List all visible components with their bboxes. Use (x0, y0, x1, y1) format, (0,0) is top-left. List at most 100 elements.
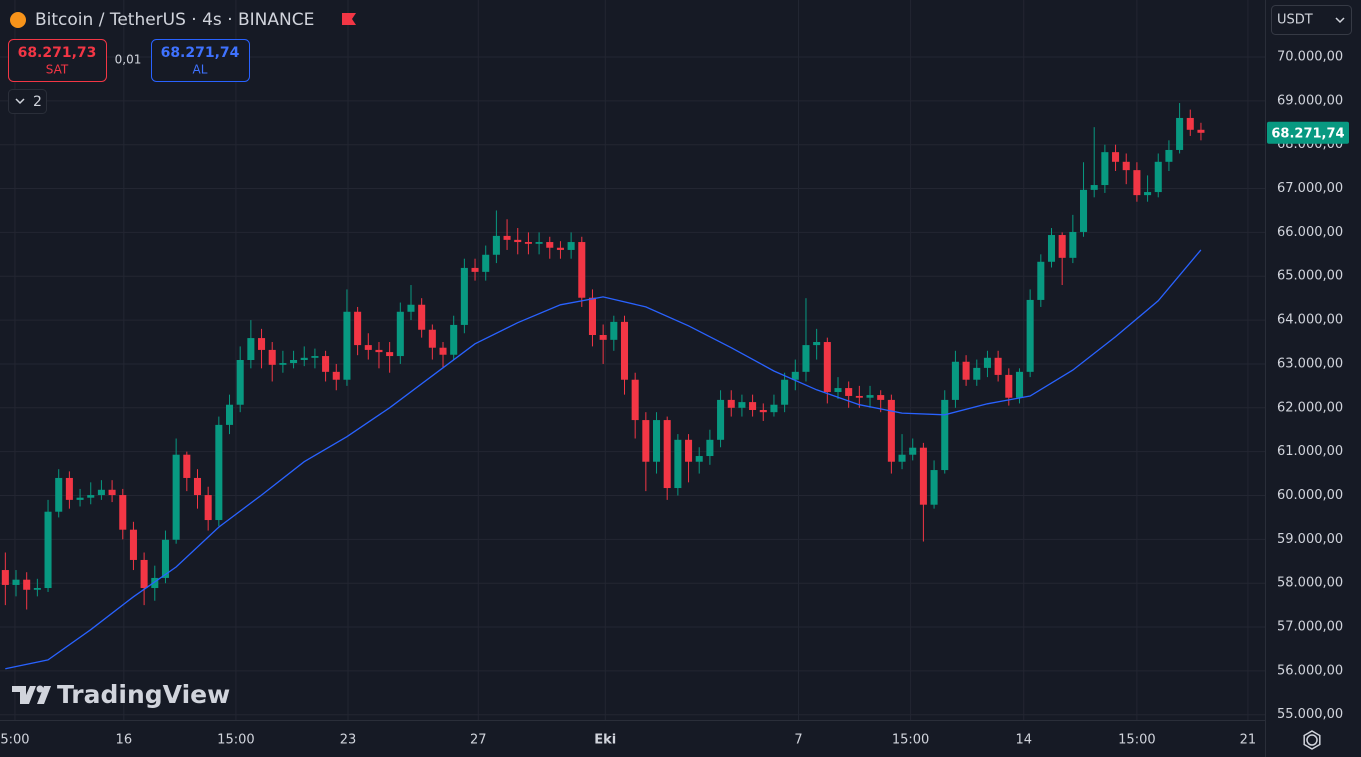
buy-button[interactable]: 68.271,74 AL (151, 39, 250, 82)
candle-body (727, 399, 735, 408)
candle-body (514, 239, 522, 243)
candle-body (909, 447, 917, 455)
indicators-toggle[interactable]: 2 (8, 89, 47, 114)
candle-body (855, 395, 863, 398)
candle-body (1015, 371, 1023, 398)
y-tick-label: 56.000,00 (1277, 663, 1343, 678)
candle-body (706, 439, 714, 457)
candle-body (1154, 161, 1162, 193)
candle-body (375, 349, 383, 353)
buy-label[interactable]: AL (193, 63, 208, 77)
candle-body (642, 420, 650, 462)
candle-body (994, 357, 1002, 375)
x-tick-label: 23 (340, 733, 357, 748)
candle-body (685, 439, 693, 462)
candle-body (300, 357, 308, 360)
spread: 0,01 (115, 53, 142, 67)
candle-body (930, 470, 938, 505)
sell-box[interactable] (8, 39, 107, 82)
last-price-tag (1267, 121, 1349, 144)
candle-body (418, 304, 426, 330)
candle-body (428, 329, 436, 348)
candle-body (1069, 231, 1077, 258)
candle-body (802, 345, 810, 372)
candle-body (674, 439, 682, 489)
candle-body (140, 559, 148, 589)
sell-label[interactable]: SAT (46, 63, 69, 77)
candle-body (12, 579, 20, 585)
candle-body (460, 267, 468, 325)
candle-body (983, 357, 991, 368)
sell-button[interactable]: 68.271,73 SAT (8, 39, 107, 82)
currency[interactable]: USDT (1277, 13, 1313, 28)
candle-body (1165, 149, 1173, 162)
buy-price[interactable]: 68.271,74 (161, 45, 240, 61)
candle-body (759, 409, 767, 413)
x-tick-label: 15:00 (1118, 733, 1155, 748)
candle-body (407, 304, 415, 312)
candle-body (631, 379, 639, 421)
x-tick-label: 5:00 (0, 733, 29, 748)
y-tick-label: 66.000,00 (1277, 225, 1343, 240)
candle-body (322, 356, 330, 372)
indicators-count[interactable]: 2 (33, 94, 42, 110)
buy-box[interactable] (151, 39, 250, 82)
x-tick-label: 16 (116, 733, 133, 748)
candle-body (215, 424, 223, 521)
candle-body (1, 570, 9, 585)
candle-body (236, 360, 244, 405)
candle-body (386, 352, 394, 357)
candle-body (770, 404, 778, 413)
candle-body (791, 371, 799, 380)
flag-icon[interactable] (342, 13, 356, 25)
candle-body (1090, 185, 1098, 190)
settings-button[interactable] (1303, 730, 1321, 750)
currency-select[interactable]: USDT (1271, 5, 1352, 35)
candle-body (76, 497, 84, 500)
candle-body (813, 342, 821, 346)
candle-body (1037, 261, 1045, 300)
candle-body (1133, 170, 1141, 196)
watermark-logo (36, 685, 44, 693)
candle-body (834, 388, 842, 393)
candle-body (1047, 235, 1056, 262)
candle-body (343, 311, 351, 380)
watermark-logo (12, 686, 36, 704)
candle-body (311, 356, 319, 358)
currency-box[interactable] (1271, 5, 1352, 35)
candle-body (119, 495, 127, 530)
candle-body (450, 324, 458, 355)
gear-icon[interactable] (1306, 734, 1318, 746)
y-tick-label: 64.000,00 (1277, 313, 1343, 328)
candle-body (1005, 374, 1013, 398)
y-tick-label: 61.000,00 (1277, 444, 1343, 459)
chevron-icon (1335, 17, 1345, 24)
candle-body (1144, 192, 1152, 196)
sell-price[interactable]: 68.271,73 (18, 45, 97, 61)
candle-body (471, 267, 479, 272)
candle-body (652, 420, 661, 462)
y-tick-label: 70.000,00 (1277, 50, 1343, 65)
chevron-icon (15, 98, 25, 105)
gear-icon[interactable] (1303, 730, 1321, 750)
y-tick-label: 67.000,00 (1277, 181, 1343, 196)
y-tick-label: 62.000,00 (1277, 400, 1343, 415)
candle-body (567, 242, 575, 250)
candle-body (610, 321, 618, 340)
candle-body (225, 404, 234, 425)
indicators-box[interactable] (8, 89, 47, 114)
y-tick-label: 60.000,00 (1277, 488, 1343, 503)
candle-body (781, 379, 789, 405)
candle-body (1112, 152, 1120, 162)
candle-body (717, 399, 725, 440)
candle-body (65, 477, 73, 500)
candle-body (919, 447, 927, 505)
coin-icon (10, 12, 26, 28)
y-tick-label: 58.000,00 (1277, 576, 1343, 591)
candle-body (620, 321, 629, 380)
candle-body (887, 399, 895, 462)
x-tick-label: 27 (470, 733, 487, 748)
y-tick-label: 57.000,00 (1277, 620, 1343, 635)
candle-body (258, 338, 266, 350)
candle-body (332, 371, 340, 380)
